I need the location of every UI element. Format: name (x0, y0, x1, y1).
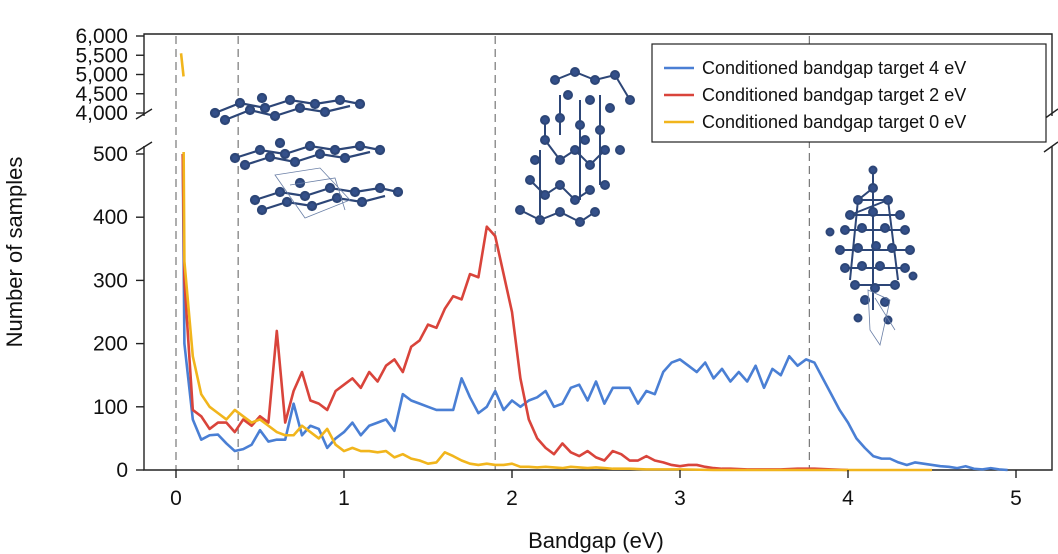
y-axis-label: Number of samples (2, 157, 27, 348)
y-tick-label: 500 (93, 143, 128, 166)
series-lower-panel (181, 152, 1008, 472)
tick-marks: 0 1 2 3 4 5 0 100 200 300 400 500 4,0004,5005,0005,5… (75, 25, 1021, 510)
x-axis-label: Bandgap (eV) (528, 528, 664, 553)
y-tick-label-upper: 4,000 (75, 102, 128, 125)
x-tick-label: 0 (170, 487, 182, 510)
axis-break-left (135, 108, 153, 153)
sheet-layer (249, 177, 404, 216)
y-tick-label-upper: 5,000 (75, 64, 128, 87)
y-tick-label: 400 (93, 206, 128, 229)
3d-framework-structure (515, 67, 635, 227)
legend-label: Conditioned bandgap target 4 eV (702, 58, 966, 78)
unit-cell-outline (274, 167, 351, 219)
unit-cell-outline (867, 289, 896, 347)
x-tick-label: 1 (338, 487, 350, 510)
x-tick-label: 2 (506, 487, 518, 510)
lower-axis-frame (143, 146, 1053, 471)
y-tick-label-upper: 4,500 (75, 83, 128, 106)
x-tick-label: 4 (842, 487, 854, 510)
legend-label: Conditioned bandgap target 0 eV (702, 112, 966, 132)
y-tick-label: 300 (93, 269, 128, 292)
sheet-layer (209, 92, 366, 126)
series-line (181, 153, 1008, 472)
x-tick-label: 3 (674, 487, 686, 510)
y-tick-label-upper: 5,500 (75, 44, 128, 67)
legend-box (651, 43, 1047, 143)
y-tick-label-upper: 6,000 (75, 25, 128, 48)
legend-label: Conditioned bandgap target 2 eV (702, 85, 966, 105)
series-upper-panel (179, 53, 185, 77)
legend: Conditioned bandgap target 4 eV Condition… (651, 43, 1047, 143)
molecular-cluster-structure (825, 165, 918, 347)
y-tick-label: 0 (116, 459, 128, 482)
sheet-layer (229, 137, 386, 171)
series-line (181, 153, 849, 472)
series-line-upper (179, 53, 185, 77)
layered-sheet-structure (209, 92, 404, 219)
y-tick-label: 200 (93, 333, 128, 356)
series-line (182, 152, 932, 472)
x-tick-label: 5 (1010, 487, 1022, 510)
y-tick-label: 100 (93, 396, 128, 419)
